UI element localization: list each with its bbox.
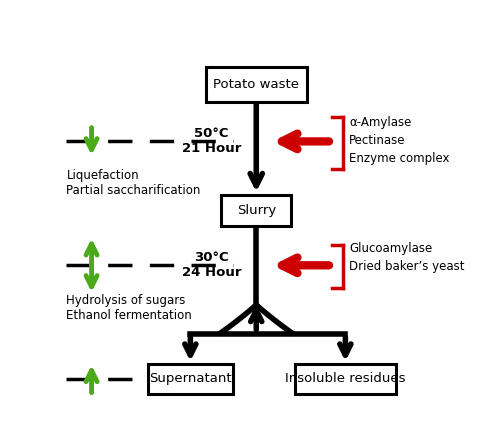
Text: Pectinase: Pectinase	[349, 134, 406, 147]
Text: Glucoamylase: Glucoamylase	[349, 242, 432, 255]
FancyBboxPatch shape	[295, 364, 396, 393]
Text: Supernatant: Supernatant	[149, 372, 232, 385]
Text: Enzyme complex: Enzyme complex	[349, 152, 450, 165]
Text: Dried baker’s yeast: Dried baker’s yeast	[349, 260, 465, 273]
Text: Potato waste: Potato waste	[213, 78, 299, 91]
Text: 50°C
21 Hour: 50°C 21 Hour	[182, 127, 242, 156]
Text: Insoluble residues: Insoluble residues	[285, 372, 406, 385]
Text: Hydrolysis of sugars
Ethanol fermentation: Hydrolysis of sugars Ethanol fermentatio…	[66, 294, 192, 322]
Text: Liquefaction
Partial saccharification: Liquefaction Partial saccharification	[66, 169, 201, 197]
FancyBboxPatch shape	[222, 195, 291, 226]
Text: Slurry: Slurry	[236, 204, 276, 217]
FancyBboxPatch shape	[206, 67, 306, 102]
Text: α-Amylase: α-Amylase	[349, 116, 412, 129]
Text: 30°C
24 Hour: 30°C 24 Hour	[182, 251, 242, 279]
FancyBboxPatch shape	[148, 364, 233, 393]
